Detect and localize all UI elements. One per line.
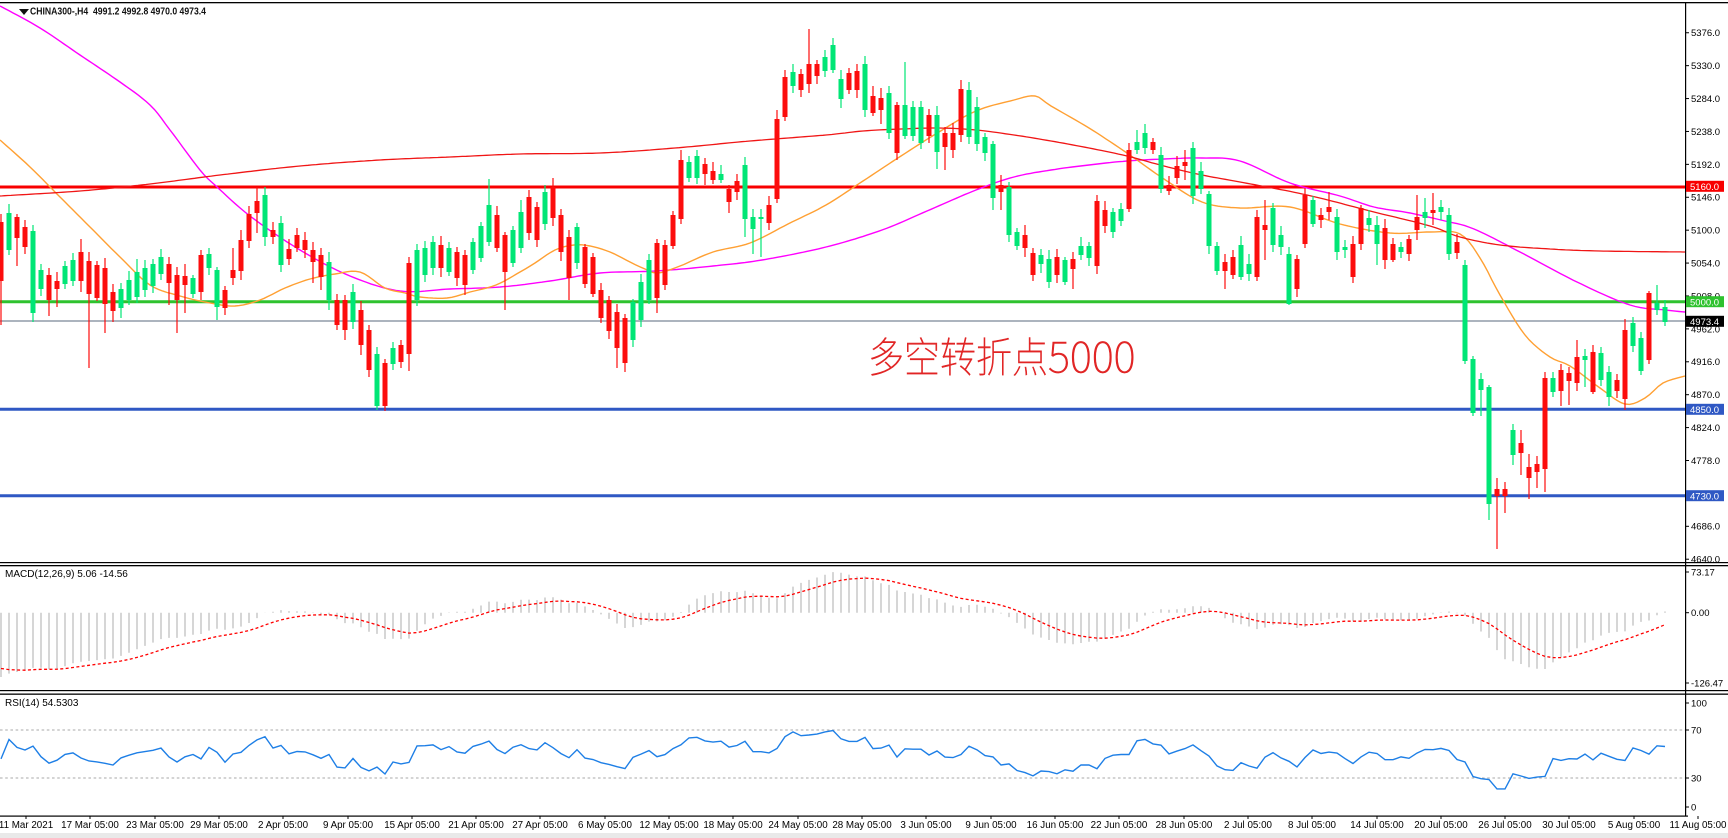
svg-text:26 Jul 05:00: 26 Jul 05:00 — [1478, 820, 1532, 831]
svg-text:2 Apr 05:00: 2 Apr 05:00 — [258, 820, 309, 831]
svg-text:18 May 05:00: 18 May 05:00 — [703, 820, 763, 831]
svg-text:RSI(14) 54.5303: RSI(14) 54.5303 — [5, 698, 79, 709]
svg-text:29 Mar 05:00: 29 Mar 05:00 — [190, 820, 248, 831]
svg-text:4824.0: 4824.0 — [1691, 423, 1720, 434]
svg-text:73.17: 73.17 — [1691, 567, 1715, 578]
svg-text:20 Jul 05:00: 20 Jul 05:00 — [1414, 820, 1468, 831]
svg-text:30: 30 — [1691, 773, 1702, 784]
svg-text:4916.0: 4916.0 — [1691, 357, 1720, 368]
svg-text:21 Apr 05:00: 21 Apr 05:00 — [448, 820, 504, 831]
svg-text:28 May 05:00: 28 May 05:00 — [832, 820, 892, 831]
svg-text:4870.0: 4870.0 — [1691, 390, 1720, 401]
svg-text:17 Mar 05:00: 17 Mar 05:00 — [61, 820, 119, 831]
svg-text:16 Jun 05:00: 16 Jun 05:00 — [1027, 820, 1084, 831]
svg-text:0: 0 — [1691, 802, 1696, 813]
svg-text:5160.0: 5160.0 — [1690, 182, 1719, 193]
svg-text:70: 70 — [1691, 725, 1702, 736]
svg-text:2 Jul 05:00: 2 Jul 05:00 — [1224, 820, 1272, 831]
svg-text:5330.0: 5330.0 — [1691, 61, 1720, 72]
svg-text:23 Mar 05:00: 23 Mar 05:00 — [126, 820, 184, 831]
svg-text:5054.0: 5054.0 — [1691, 258, 1720, 269]
svg-text:4778.0: 4778.0 — [1691, 456, 1720, 467]
svg-text:5192.0: 5192.0 — [1691, 160, 1720, 171]
svg-text:5000.0: 5000.0 — [1690, 297, 1719, 308]
svg-text:11 Mar 2021: 11 Mar 2021 — [0, 820, 53, 831]
svg-text:4850.0: 4850.0 — [1690, 405, 1719, 416]
svg-text:4640.0: 4640.0 — [1691, 555, 1720, 566]
svg-text:0.00: 0.00 — [1691, 608, 1710, 619]
svg-text:6 May 05:00: 6 May 05:00 — [578, 820, 632, 831]
svg-text:27 Apr 05:00: 27 Apr 05:00 — [512, 820, 568, 831]
svg-text:14 Jul 05:00: 14 Jul 05:00 — [1350, 820, 1404, 831]
svg-text:24 May 05:00: 24 May 05:00 — [768, 820, 828, 831]
svg-text:8 Jul 05:00: 8 Jul 05:00 — [1288, 820, 1336, 831]
svg-text:4973.4: 4973.4 — [1690, 317, 1719, 328]
svg-text:9 Apr 05:00: 9 Apr 05:00 — [323, 820, 374, 831]
svg-text:MACD(12,26,9) 5.06 -14.56: MACD(12,26,9) 5.06 -14.56 — [5, 569, 128, 580]
svg-text:12 May 05:00: 12 May 05:00 — [639, 820, 699, 831]
svg-text:28 Jun 05:00: 28 Jun 05:00 — [1156, 820, 1213, 831]
svg-text:CHINA300-,H4 4991.2 4992.8 49: CHINA300-,H4 4991.2 4992.8 4970.0 4973.4 — [30, 6, 206, 18]
svg-text:30 Jul 05:00: 30 Jul 05:00 — [1542, 820, 1596, 831]
svg-text:4730.0: 4730.0 — [1690, 491, 1719, 502]
svg-text:5100.0: 5100.0 — [1691, 226, 1720, 237]
svg-text:4686.0: 4686.0 — [1691, 522, 1720, 533]
svg-text:5238.0: 5238.0 — [1691, 127, 1720, 138]
svg-text:5284.0: 5284.0 — [1691, 94, 1720, 105]
svg-text:-126.47: -126.47 — [1691, 678, 1723, 689]
svg-text:9 Jun 05:00: 9 Jun 05:00 — [965, 820, 1017, 831]
svg-text:22 Jun 05:00: 22 Jun 05:00 — [1091, 820, 1148, 831]
svg-text:5376.0: 5376.0 — [1691, 28, 1720, 39]
svg-text:5146.0: 5146.0 — [1691, 193, 1720, 204]
svg-text:11 Aug 05:00: 11 Aug 05:00 — [1669, 820, 1727, 831]
svg-text:100: 100 — [1691, 698, 1707, 709]
svg-text:3 Jun 05:00: 3 Jun 05:00 — [900, 820, 952, 831]
svg-text:5 Aug 05:00: 5 Aug 05:00 — [1608, 820, 1661, 831]
svg-text:4962.0: 4962.0 — [1691, 324, 1720, 335]
svg-text:15 Apr 05:00: 15 Apr 05:00 — [384, 820, 440, 831]
